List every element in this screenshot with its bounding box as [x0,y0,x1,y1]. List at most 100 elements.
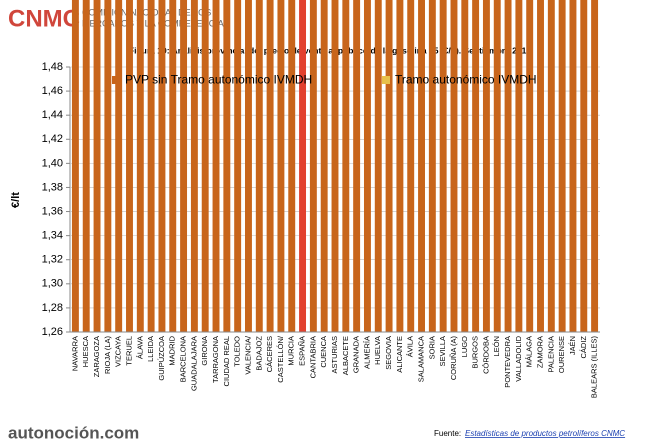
x-tick-label: ZAMORA [535,336,544,368]
bar-segment [396,0,404,332]
bar-segment [353,0,361,332]
y-axis-label: €/lt [10,192,22,208]
bar-segment [245,0,252,332]
bar-segment [580,0,588,332]
y-tick-label: 1,36 [42,205,63,217]
y-tick-label: 1,30 [42,278,63,290]
bar-segment [158,0,166,332]
bar-segment [115,0,123,332]
bar-segment [136,0,144,332]
bar-segment [493,0,501,332]
x-tick-label: SORIA [427,336,436,359]
x-tick-label: CUENCA [319,336,328,368]
bar-segment [288,0,296,332]
x-tick-label: ALICANTE [395,336,404,373]
logo: CNMC [8,5,80,32]
x-tick-label: JAÉN [568,336,577,355]
x-tick-label: RIOJA (LA) [103,336,112,374]
x-tick-label: LUGO [460,336,469,357]
x-tick-label: CÁCERES [265,336,274,372]
x-tick-label: TARRAGONA [211,336,220,383]
x-tick-label: VIZCAYA [114,336,123,367]
bar-segment [331,0,339,332]
org-name: COMISIÓN NACIONAL DE LOS [82,7,211,17]
x-tick-label: ASTURIAS [330,336,339,374]
x-tick-label: VALLADOLID [514,335,523,381]
x-tick-label: OURENSE [557,336,566,373]
y-tick-label: 1,28 [42,302,63,314]
bar-segment [537,0,544,332]
y-tick-label: 1,26 [42,326,63,338]
y-tick-label: 1,38 [42,181,63,193]
x-tick-label: ÁLAVA [135,336,144,359]
legend-label: Tramo autonómico IVMDH [395,73,537,87]
bar-segment [385,0,393,332]
x-tick-label: MURCIA [287,336,296,366]
bar-segment [180,0,188,332]
x-tick-label: CASTELLÓN/ [276,335,285,383]
x-tick-label: CIUDAD REAL [222,336,231,386]
x-tick-label: HUESCA [81,336,90,367]
legend-swatch [112,76,120,84]
chart-title: Figura 10: Análisis provincial del preci… [129,45,531,55]
y-tick-label: 1,48 [42,61,63,73]
bar-segment [147,0,155,332]
x-tick-label: CÓRDOBA [481,336,490,374]
bar-segment [450,0,458,332]
bar-segment [104,0,112,332]
bar-segment [190,0,198,332]
x-tick-label: ÁVILA [406,336,415,357]
x-tick-label: SEGOVIA [384,336,393,370]
x-tick-label: BADAJOZ [254,336,263,371]
x-tick-label: LLEIDA [146,336,155,362]
x-tick-label: MADRID [168,335,177,365]
x-tick-label: HUELVA [373,336,382,365]
bar-segment [558,0,566,332]
x-tick-label: ALMERÍA [362,336,371,369]
bar-segment [439,0,447,332]
bar-segment [407,0,415,332]
bar-segment [504,0,512,332]
bar-segment [461,0,469,332]
x-tick-label: ZARAGOZA [92,336,101,377]
y-tick-label: 1,40 [42,157,63,169]
bar-segment [472,0,480,332]
x-tick-label: BARCELONA [179,336,188,382]
x-tick-label: ALBACETE [341,336,350,375]
x-tick-label: CANTABRIA [308,336,317,378]
x-tick-label: NAVARRA [70,336,79,371]
y-tick-label: 1,42 [42,133,63,145]
bar-segment [299,0,307,332]
x-tick-label: BURGOS [471,336,480,369]
bar-segment [418,0,425,332]
bar-segment [591,0,599,332]
x-tick-label: TOLEDO [233,336,242,367]
legend-label: PVP sin Tramo autonómico IVMDH [125,73,312,87]
legend-swatch [382,76,390,84]
x-tick-label: CÁDIZ [579,336,588,359]
bar-segment [309,0,317,332]
bar-segment [342,0,350,332]
y-tick-label: 1,46 [42,85,63,97]
bar-segment [320,0,328,332]
x-tick-label: GUADALAJARA [189,336,198,391]
bar-segment [428,0,436,332]
y-tick-label: 1,44 [42,109,63,121]
bar-segment [363,0,371,332]
y-tick-label: 1,34 [42,230,63,242]
x-tick-label: PONTEVEDRA [503,336,512,388]
x-tick-label: SEVILLA [438,336,447,366]
bar-segment [374,0,382,332]
bar-segment [71,0,79,332]
x-tick-label: CORUÑA (A) [449,336,458,381]
bar-segment [234,0,242,332]
x-tick-label: ESPAÑA [298,336,307,366]
bar-segment [169,0,177,332]
bar-segment [547,0,555,332]
x-tick-label: VALENCIA/ [243,335,252,375]
x-tick-label: SALAMANCA [417,336,426,382]
brand: autonoción.com [8,423,139,442]
source-link[interactable]: Estadísticas de productos petrolíferos C… [465,429,625,438]
bar-segment [212,0,220,332]
